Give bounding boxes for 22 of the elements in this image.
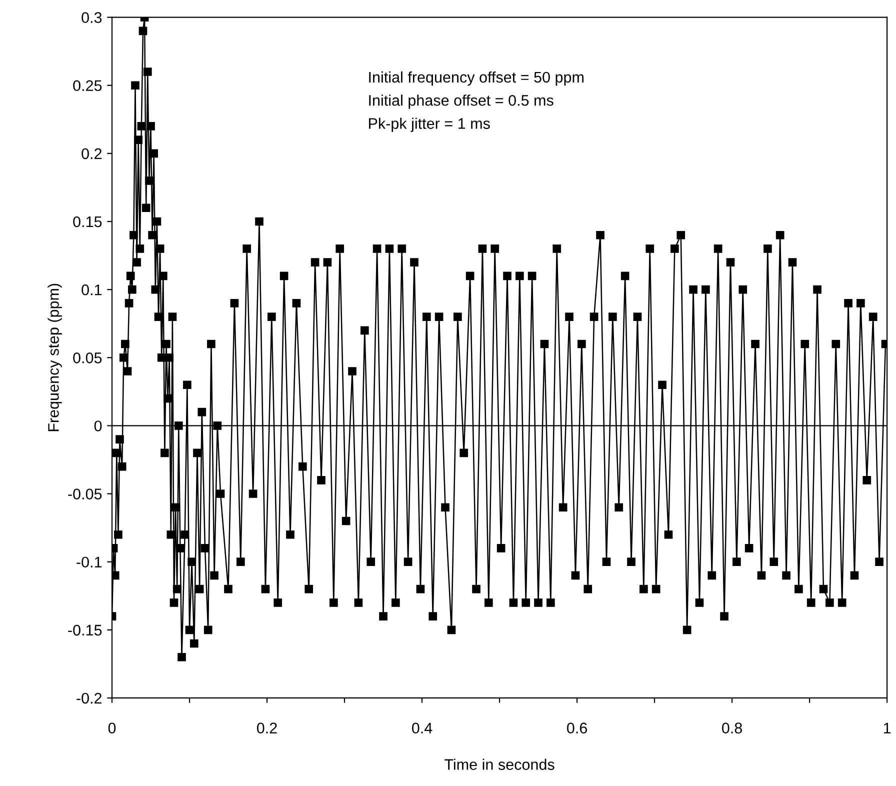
y-tick-label: 0.3 <box>82 12 102 23</box>
x-axis-title: Time in seconds <box>444 758 554 770</box>
y-tick-label: 0.15 <box>73 216 102 228</box>
y-tick-label: -0.2 <box>76 692 102 704</box>
x-tick-label: 0 <box>108 722 116 734</box>
x-tick-label: 0.6 <box>567 722 587 734</box>
y-tick-label: -0.05 <box>68 488 102 500</box>
y-tick-label: 0.1 <box>82 284 102 296</box>
y-tick-label: 0.2 <box>82 148 102 160</box>
annotation: Initial phase offset = 0.5 ms <box>369 94 554 109</box>
x-tick-label: 1 <box>884 722 891 734</box>
y-tick-label: 0.05 <box>73 352 102 364</box>
x-tick-label: 0.4 <box>412 722 432 734</box>
y-tick-label: 0 <box>94 420 102 432</box>
x-tick-label: 0.8 <box>722 722 742 734</box>
y-tick-label: -0.15 <box>68 624 102 636</box>
annotation: Pk-pk jitter = 1 ms <box>369 118 490 132</box>
annotation: Initial frequency offset = 50 ppm <box>369 71 584 86</box>
y-axis-title: Frequency step (ppm) <box>48 284 62 432</box>
y-tick-label: -0.1 <box>76 556 102 568</box>
y-tick-label: 0.25 <box>73 80 102 92</box>
x-tick-label: 0.2 <box>256 722 277 734</box>
